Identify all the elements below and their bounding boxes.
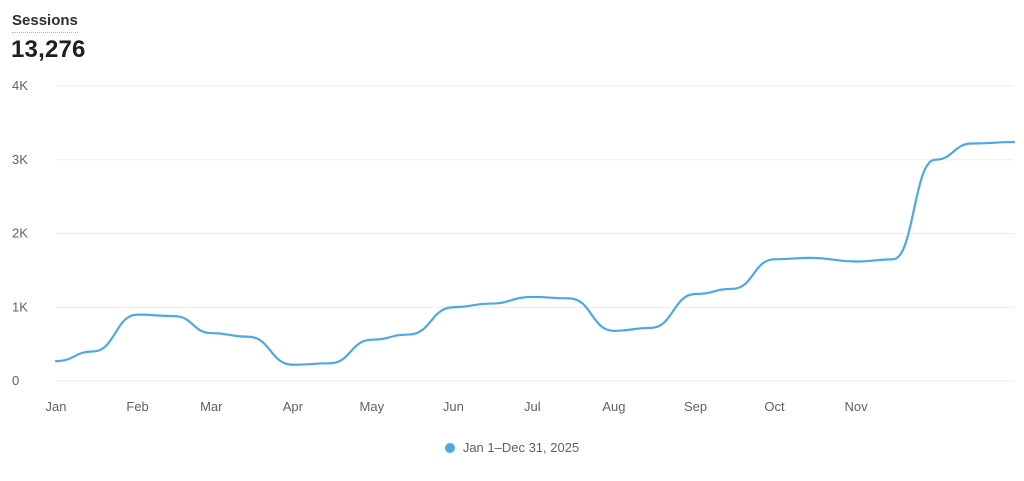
metric-title[interactable]: Sessions — [12, 12, 78, 33]
y-axis-ticks: 0 1K 2K 3K 4K — [12, 78, 28, 388]
y-tick-label: 4K — [12, 78, 28, 93]
legend-marker — [444, 442, 455, 453]
x-tick-label: Nov — [845, 399, 869, 414]
legend-label: Jan 1–Dec 31, 2025 — [462, 440, 580, 455]
x-tick-label: Apr — [283, 399, 304, 414]
y-tick-label: 2K — [12, 226, 28, 241]
y-tick-label: 0 — [12, 373, 19, 388]
x-tick-label: Jul — [524, 399, 541, 414]
x-tick-label: Oct — [764, 399, 785, 414]
x-tick-label: Aug — [602, 399, 625, 414]
x-tick-label: Jun — [443, 399, 464, 414]
x-tick-label: Mar — [200, 399, 223, 414]
series-group — [54, 140, 1016, 366]
x-tick-label: May — [360, 399, 385, 414]
x-tick-label: Sep — [684, 399, 707, 414]
grid-lines — [56, 85, 1014, 382]
y-tick-label: 3K — [12, 152, 28, 167]
x-axis-ticks: Jan Feb Mar Apr May Jun Jul Aug Sep Oct Nov — [46, 399, 869, 414]
x-tick-label: Feb — [126, 399, 148, 414]
x-tick-label: Jan — [46, 399, 67, 414]
y-tick-label: 1K — [12, 299, 28, 314]
series-line[interactable] — [54, 140, 1016, 366]
legend[interactable]: Jan 1–Dec 31, 2025 — [0, 440, 1024, 455]
metric-value: 13,276 — [11, 36, 86, 63]
